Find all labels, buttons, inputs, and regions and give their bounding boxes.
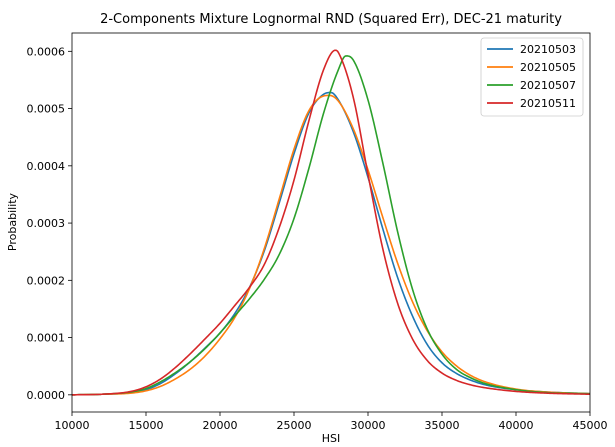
x-tick-label: 40000 xyxy=(499,419,534,432)
legend-label: 20210511 xyxy=(520,97,576,110)
x-tick-label: 20000 xyxy=(203,419,238,432)
x-axis-title: HSI xyxy=(322,432,341,445)
y-tick-label: 0.0000 xyxy=(27,389,66,402)
legend-box xyxy=(480,37,584,117)
y-tick-label: 0.0004 xyxy=(27,160,66,173)
x-tick-label: 35000 xyxy=(425,419,460,432)
plot-area xyxy=(71,49,591,396)
x-tick-label: 25000 xyxy=(277,419,312,432)
legend-label: 20210503 xyxy=(520,43,576,56)
y-tick-label: 0.0002 xyxy=(27,274,66,287)
y-tick-label: 0.0003 xyxy=(27,217,66,230)
chart-title: 2-Components Mixture Lognormal RND (Squa… xyxy=(100,12,562,27)
legend-label: 20210505 xyxy=(520,61,576,74)
y-tick-label: 0.0006 xyxy=(27,45,66,58)
series-line-20210507 xyxy=(71,55,591,396)
x-tick-label: 30000 xyxy=(351,419,386,432)
plot-frame xyxy=(71,32,591,413)
series-line-20210503 xyxy=(71,91,591,396)
y-axis-title: Probability xyxy=(6,192,19,251)
y-tick-label: 0.0005 xyxy=(27,103,66,116)
x-tick-label: 15000 xyxy=(129,419,164,432)
series-line-20210511 xyxy=(71,49,591,396)
axes: 10000 15000 20000 25000 30000 35000 40000 45000… xyxy=(27,32,608,432)
legend: 20210503 20210505 20210507 20210511 xyxy=(480,37,584,117)
series-line-20210505 xyxy=(71,94,591,396)
x-tick-label: 10000 xyxy=(55,419,90,432)
y-tick-label: 0.0001 xyxy=(27,332,66,345)
x-tick-label: 45000 xyxy=(573,419,608,432)
legend-label: 20210507 xyxy=(520,79,576,92)
